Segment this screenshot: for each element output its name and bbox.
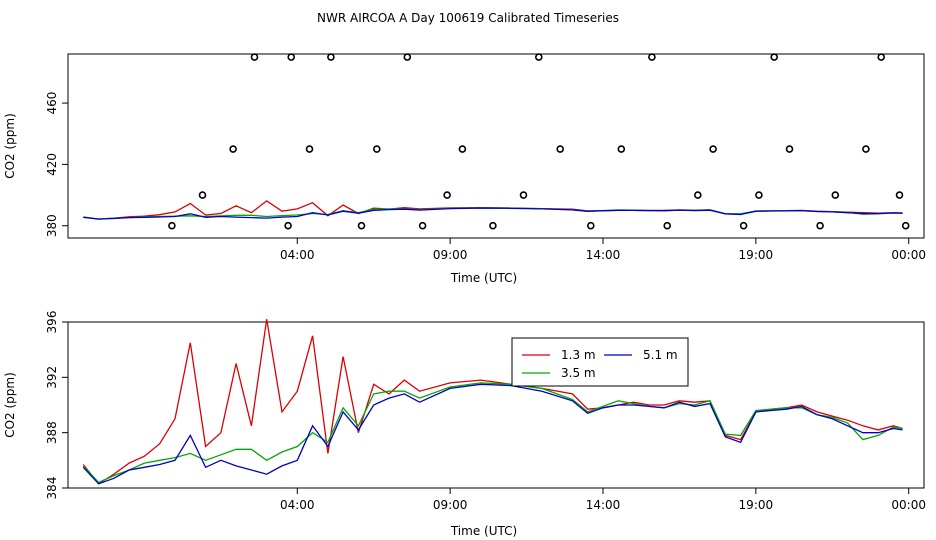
calibration-point bbox=[327, 53, 335, 61]
top-x-axis-label: Time (UTC) bbox=[450, 271, 517, 285]
bottom-x-axis: 04:00 09:00 14:00 19:00 00:00 bbox=[280, 488, 926, 512]
top-series-line-5-1-m bbox=[83, 207, 903, 220]
top-x-tick-label-14-00: 14:00 bbox=[586, 248, 621, 262]
top-calibration-points bbox=[168, 53, 910, 230]
bottom-plot-frame bbox=[67, 321, 925, 489]
calibration-point bbox=[519, 191, 528, 199]
bottom-x-axis-label: Time (UTC) bbox=[450, 524, 517, 538]
calibration-point bbox=[785, 145, 794, 153]
calibration-point bbox=[250, 53, 259, 61]
calibration-point bbox=[168, 221, 176, 230]
bottom-y-axis: 384 388 392 396 bbox=[45, 311, 68, 500]
calibration-point bbox=[877, 53, 886, 61]
bottom-x-tick-label-09-00: 09:00 bbox=[433, 498, 468, 512]
calibration-point bbox=[831, 191, 840, 199]
bottom-y-axis-label: CO2 (ppm) bbox=[3, 372, 17, 438]
calibration-point bbox=[693, 191, 702, 199]
bottom-x-tick-label-14-00: 14:00 bbox=[586, 498, 621, 512]
bottom-x-tick-label-04-00: 04:00 bbox=[280, 498, 315, 512]
calibration-point bbox=[229, 145, 237, 153]
legend-label-5-1m: 5.1 m bbox=[643, 348, 678, 362]
calibration-point bbox=[357, 221, 366, 230]
top-x-tick-label-04-00: 04:00 bbox=[280, 248, 315, 262]
calibration-point bbox=[755, 191, 763, 199]
calibration-point bbox=[305, 145, 314, 153]
calibration-point bbox=[709, 145, 717, 153]
top-y-tick-label-460: 460 bbox=[45, 92, 59, 115]
legend-box bbox=[511, 337, 689, 387]
legend-label-3-5m: 3.5 m bbox=[561, 366, 596, 380]
bottom-series-lines bbox=[82, 319, 903, 485]
top-x-axis: 04:00 09:00 14:00 19:00 00:00 bbox=[280, 238, 926, 262]
calibration-point bbox=[372, 145, 381, 153]
bottom-panel: 04:00 09:00 14:00 19:00 00:00 384 388 392 396 T… bbox=[3, 311, 926, 538]
top-series-lines bbox=[83, 200, 903, 220]
calibration-point bbox=[458, 145, 467, 153]
legend-label-1-3m: 1.3 m bbox=[561, 348, 596, 362]
calibration-point bbox=[895, 191, 904, 199]
calibration-point bbox=[556, 145, 565, 153]
calibration-point bbox=[418, 221, 427, 230]
top-plot-frame bbox=[67, 53, 925, 239]
calibration-point bbox=[284, 221, 292, 230]
calibration-point bbox=[287, 53, 296, 61]
calibration-point bbox=[403, 53, 412, 61]
top-y-tick-label-380: 380 bbox=[45, 214, 59, 237]
bottom-y-tick-label-392: 392 bbox=[45, 366, 59, 389]
calibration-point bbox=[663, 221, 672, 230]
top-y-axis-label: CO2 (ppm) bbox=[3, 113, 17, 179]
calibration-point bbox=[198, 191, 207, 199]
calibration-point bbox=[816, 221, 824, 230]
top-x-tick-label-09-00: 09:00 bbox=[433, 248, 468, 262]
legend: 1.3 m 5.1 m 3.5 m bbox=[511, 337, 689, 387]
calibration-point bbox=[443, 191, 451, 199]
bottom-x-tick-label-19-00: 19:00 bbox=[739, 498, 774, 512]
top-y-tick-label-420: 420 bbox=[45, 153, 59, 176]
top-x-tick-label-19-00: 19:00 bbox=[739, 248, 774, 262]
bottom-series-line-3-5-m bbox=[82, 382, 903, 484]
top-y-axis: 380 420 460 bbox=[45, 92, 68, 237]
calibration-point bbox=[534, 53, 543, 61]
bottom-x-tick-label-00-00: 00:00 bbox=[891, 498, 926, 512]
calibration-point bbox=[617, 145, 626, 153]
calibration-point bbox=[770, 53, 779, 61]
calibration-point bbox=[901, 221, 910, 230]
bottom-y-tick-label-396: 396 bbox=[45, 311, 59, 334]
calibration-point bbox=[648, 53, 656, 61]
bottom-series-line-5-1-m bbox=[82, 383, 903, 485]
chart-title: NWR AIRCOA A Day 100619 Calibrated Times… bbox=[317, 11, 619, 25]
top-x-tick-label-00-00: 00:00 bbox=[891, 248, 926, 262]
bottom-y-tick-label-388: 388 bbox=[45, 421, 59, 444]
top-panel: 04:00 09:00 14:00 19:00 00:00 380 420 460 Time… bbox=[3, 53, 926, 285]
bottom-series-line-1-3-m bbox=[82, 319, 903, 485]
calibration-point bbox=[586, 221, 595, 230]
bottom-y-tick-label-384: 384 bbox=[45, 477, 59, 500]
calibration-point bbox=[489, 221, 497, 230]
calibration-point bbox=[862, 145, 870, 153]
calibration-point bbox=[739, 221, 748, 230]
